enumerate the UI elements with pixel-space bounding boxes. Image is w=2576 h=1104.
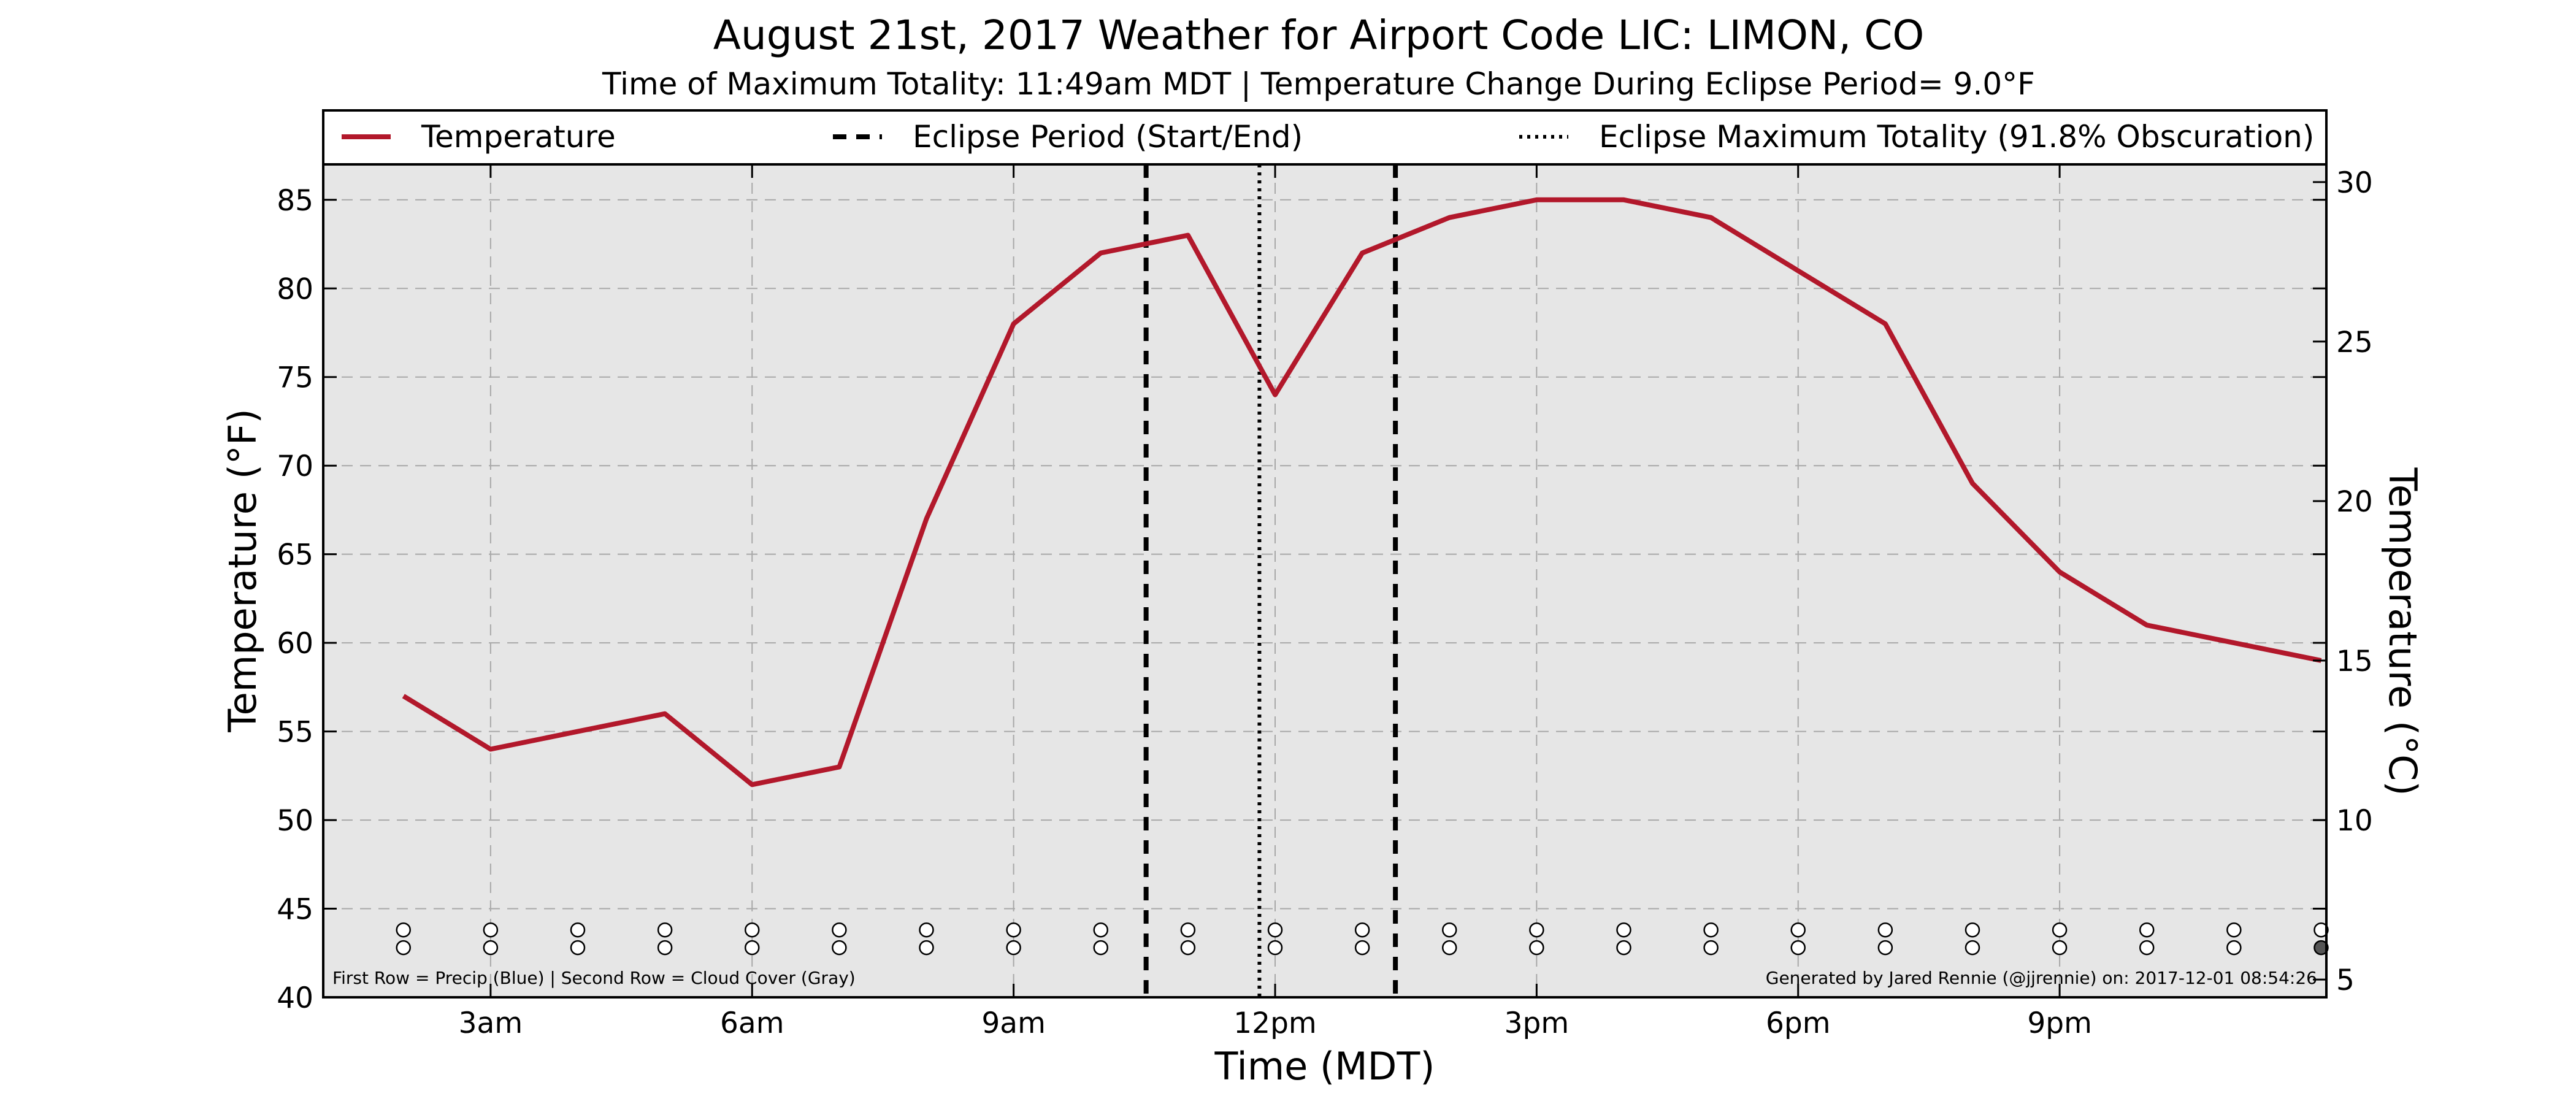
cloud-cover-marker — [1354, 940, 1370, 956]
plot-area — [323, 164, 2326, 997]
y-tick-label: 60 — [277, 627, 313, 661]
precip-marker — [2226, 922, 2242, 938]
chart-title: August 21st, 2017 Weather for Airport Co… — [713, 12, 1925, 59]
cloud-cover-marker — [832, 940, 847, 956]
legend-label-eclipse-max: Eclipse Maximum Totality (91.8% Obscurat… — [1599, 119, 2314, 155]
y-tick-label: 85 — [277, 184, 313, 218]
eclipse-lines — [1143, 164, 1398, 997]
precip-marker — [1529, 922, 1544, 938]
cloud-cover-marker — [2052, 940, 2068, 956]
y-tick-label: 40 — [277, 981, 313, 1015]
cloud-cover-marker — [1616, 940, 1631, 956]
y-tick-label: 65 — [277, 539, 313, 572]
precip-marker — [1267, 922, 1283, 938]
precip-marker — [1703, 922, 1719, 938]
y-tick-label: 45 — [277, 893, 313, 927]
precip-marker — [919, 922, 934, 938]
axes: 40 45 50 55 60 65 70 75 80 85 5 10 15 20 25 30 3am 6am 9am… — [277, 164, 2373, 1040]
cloud-cover-marker — [1441, 940, 1457, 956]
cloud-cover-marker — [1006, 940, 1021, 956]
footnote-left: First Row = Precip (Blue) | Second Row =… — [332, 968, 856, 988]
precip-marker — [1006, 922, 1021, 938]
precip-marker — [1180, 922, 1196, 938]
y-right-tick-label: 25 — [2336, 326, 2373, 359]
y-right-tick-label: 15 — [2336, 645, 2373, 678]
precip-marker — [1877, 922, 1893, 938]
temperature-line — [402, 197, 2322, 788]
y-tick-label: 80 — [277, 272, 313, 306]
precip-marker — [832, 922, 847, 938]
x-tick-label: 12pm — [1233, 1006, 1316, 1040]
cloud-cover-marker — [1529, 940, 1544, 956]
x-tick-label: 9am — [981, 1006, 1046, 1040]
cloud-cover-marker — [1877, 940, 1893, 956]
cloud-cover-marker — [1093, 940, 1108, 956]
cloud-cover-marker — [1965, 940, 1980, 956]
precip-marker — [2313, 922, 2329, 938]
cloud-cover-marker — [1180, 940, 1196, 956]
x-axis-label: Time (MDT) — [1214, 1044, 1435, 1089]
cloud-cover-marker — [657, 940, 673, 956]
y-tick-label: 75 — [277, 361, 313, 395]
cloud-precip-markers — [396, 922, 2329, 956]
cloud-cover-marker — [396, 940, 412, 956]
x-tick-label: 3am — [459, 1006, 523, 1040]
cloud-cover-marker — [2139, 940, 2155, 956]
precip-marker — [396, 922, 412, 938]
precip-marker — [744, 922, 760, 938]
legend-label-temperature: Temperature — [421, 119, 616, 155]
cloud-cover-marker — [1703, 940, 1719, 956]
cloud-cover-marker — [744, 940, 760, 956]
precip-marker — [1965, 922, 1980, 938]
y-right-tick-label: 20 — [2336, 485, 2373, 519]
x-tick-label: 3pm — [1505, 1006, 1570, 1040]
y-right-tick-label: 30 — [2336, 166, 2373, 200]
y-right-tick-label: 10 — [2336, 804, 2373, 838]
precip-marker — [483, 922, 499, 938]
precip-marker — [1616, 922, 1631, 938]
y-axis-label: Temperature (°F) — [220, 408, 265, 732]
cloud-cover-marker — [570, 940, 586, 956]
legend: Temperature Eclipse Period (Start/End) E… — [322, 109, 2328, 166]
x-tick-label: 6pm — [1766, 1006, 1831, 1040]
grid — [323, 164, 2326, 998]
cloud-cover-marker — [2313, 940, 2329, 956]
y-tick-label: 55 — [277, 716, 313, 749]
legend-box — [322, 109, 2328, 166]
precip-marker — [1790, 922, 1806, 938]
cloud-cover-marker — [1790, 940, 1806, 956]
precip-marker — [1441, 922, 1457, 938]
precip-marker — [1354, 922, 1370, 938]
y-axis-label-right: Temperature (°C) — [2380, 467, 2425, 795]
cloud-cover-marker — [1267, 940, 1283, 956]
cloud-cover-marker — [483, 940, 499, 956]
precip-marker — [570, 922, 586, 938]
legend-label-eclipse-period: Eclipse Period (Start/End) — [913, 119, 1303, 155]
precip-marker — [657, 922, 673, 938]
precip-marker — [2052, 922, 2068, 938]
x-tick-label: 9pm — [2027, 1006, 2092, 1040]
cloud-cover-marker — [919, 940, 934, 956]
y-tick-label: 70 — [277, 450, 313, 483]
precip-marker — [1093, 922, 1108, 938]
chart-subtitle: Time of Maximum Totality: 11:49am MDT | … — [602, 66, 2035, 102]
footnote-right: Generated by Jared Rennie (@jjrennie) on… — [1766, 968, 2317, 988]
y-right-tick-label: 5 — [2336, 964, 2355, 997]
cloud-cover-marker — [2226, 940, 2242, 956]
precip-marker — [2139, 922, 2155, 938]
x-tick-label: 6am — [720, 1006, 784, 1040]
y-tick-label: 50 — [277, 804, 313, 838]
